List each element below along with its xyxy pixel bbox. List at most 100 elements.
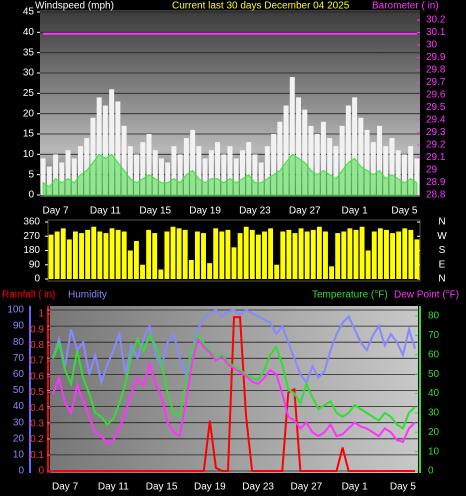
bar bbox=[78, 146, 83, 195]
bar bbox=[202, 158, 208, 195]
y2-tick-label: 20 bbox=[428, 427, 440, 438]
y-tick-label: 5 bbox=[28, 169, 34, 180]
bar bbox=[274, 264, 280, 279]
y-tick-label: 80 bbox=[13, 337, 25, 348]
x-tick-label: Day 5 bbox=[391, 206, 418, 217]
bar bbox=[215, 142, 221, 195]
bar bbox=[359, 226, 365, 279]
bar bbox=[408, 229, 414, 279]
y-tick-label: 180 bbox=[23, 245, 40, 256]
y-tick-label: 70 bbox=[13, 353, 25, 364]
series-name: Dew Point (°F) bbox=[394, 290, 459, 301]
bar bbox=[176, 228, 182, 279]
bar bbox=[146, 229, 152, 279]
bar bbox=[308, 125, 314, 195]
y-tick-label: 20 bbox=[13, 433, 25, 444]
y-tick-label: 10 bbox=[23, 149, 35, 160]
bar bbox=[171, 146, 177, 195]
bar bbox=[237, 233, 243, 279]
bar bbox=[271, 134, 277, 195]
bar bbox=[389, 138, 395, 195]
bar bbox=[66, 239, 72, 279]
bar bbox=[371, 231, 377, 279]
bar bbox=[219, 231, 225, 279]
line bbox=[52, 336, 416, 446]
y2-tick-label: N bbox=[438, 217, 445, 228]
y2-tick-label: 29.2 bbox=[426, 140, 446, 151]
series-name: Rainfall ( in) bbox=[2, 290, 55, 301]
bar bbox=[246, 142, 252, 195]
y2-tick-label: 29.9 bbox=[426, 52, 446, 63]
bar bbox=[320, 121, 326, 195]
bar bbox=[127, 250, 133, 279]
bar bbox=[103, 233, 109, 279]
y2-tick-label: E bbox=[439, 259, 446, 270]
x-tick-label: Day 11 bbox=[98, 482, 129, 493]
bar bbox=[115, 101, 121, 195]
y3-tick-label: 0.9 bbox=[30, 324, 44, 335]
bar bbox=[46, 166, 52, 195]
bar bbox=[395, 150, 401, 195]
bar bbox=[302, 109, 308, 195]
line bbox=[53, 316, 415, 472]
bar bbox=[65, 150, 71, 195]
bar bbox=[134, 154, 140, 195]
y-tick-label: 0 bbox=[18, 466, 24, 477]
y-tick-label: 35 bbox=[23, 47, 35, 58]
bar bbox=[231, 247, 237, 279]
bar bbox=[364, 129, 370, 195]
bar bbox=[401, 154, 407, 195]
y2-tick-label: 29.5 bbox=[426, 102, 446, 113]
y2-tick-label: 29.8 bbox=[426, 65, 446, 76]
bar bbox=[60, 228, 66, 279]
y2-tick-label: 28.8 bbox=[426, 190, 446, 201]
bar bbox=[133, 241, 139, 279]
x-tick-label: Day 7 bbox=[43, 206, 70, 217]
y2-tick-label: W bbox=[437, 231, 447, 242]
bar bbox=[329, 266, 335, 279]
y-tick-label: 10 bbox=[13, 450, 25, 461]
bar bbox=[314, 134, 320, 195]
y2-tick-label: 29 bbox=[426, 165, 438, 176]
y2-tick-label: 29.4 bbox=[426, 115, 446, 126]
x-tick-label: Day 15 bbox=[139, 206, 171, 217]
y3-tick-label: 0.2 bbox=[30, 434, 44, 445]
bar bbox=[370, 142, 376, 195]
bar bbox=[258, 162, 264, 195]
bar bbox=[146, 134, 152, 195]
bar bbox=[84, 138, 90, 195]
bar bbox=[268, 228, 274, 279]
y2-tick-label: 80 bbox=[428, 311, 440, 322]
bar bbox=[277, 121, 283, 195]
bar bbox=[377, 228, 383, 279]
bar bbox=[121, 231, 127, 279]
bar bbox=[377, 125, 382, 195]
y2-tick-label: S bbox=[439, 245, 446, 256]
bar bbox=[190, 129, 196, 195]
y2-tick-label: 29.7 bbox=[426, 77, 446, 88]
bar bbox=[208, 150, 214, 195]
bar bbox=[96, 97, 102, 195]
y2-tick-label: 60 bbox=[428, 349, 440, 360]
bar bbox=[207, 263, 213, 279]
bar bbox=[188, 260, 194, 279]
bar bbox=[408, 146, 414, 195]
bar bbox=[53, 154, 59, 195]
bar bbox=[140, 264, 145, 279]
bar bbox=[221, 154, 227, 195]
y2-tick-label: 29.6 bbox=[426, 90, 446, 101]
bar bbox=[233, 158, 239, 195]
bar bbox=[262, 231, 267, 279]
bar bbox=[170, 226, 176, 279]
y-tick-label: 50 bbox=[13, 385, 25, 396]
bar bbox=[48, 234, 54, 279]
y2-tick-label: 30 bbox=[428, 408, 440, 419]
barometer-axis-title: Barometer ( in) bbox=[372, 1, 439, 12]
bar bbox=[298, 228, 304, 279]
y-tick-label: 40 bbox=[23, 27, 35, 38]
bar bbox=[365, 250, 371, 279]
x-tick-label: Day 19 bbox=[194, 482, 226, 493]
bar bbox=[402, 228, 408, 279]
bar bbox=[239, 150, 245, 195]
